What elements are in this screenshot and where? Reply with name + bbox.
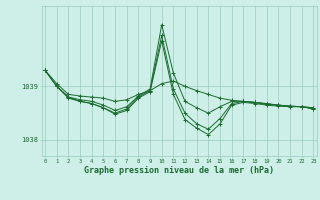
X-axis label: Graphe pression niveau de la mer (hPa): Graphe pression niveau de la mer (hPa) bbox=[84, 166, 274, 175]
